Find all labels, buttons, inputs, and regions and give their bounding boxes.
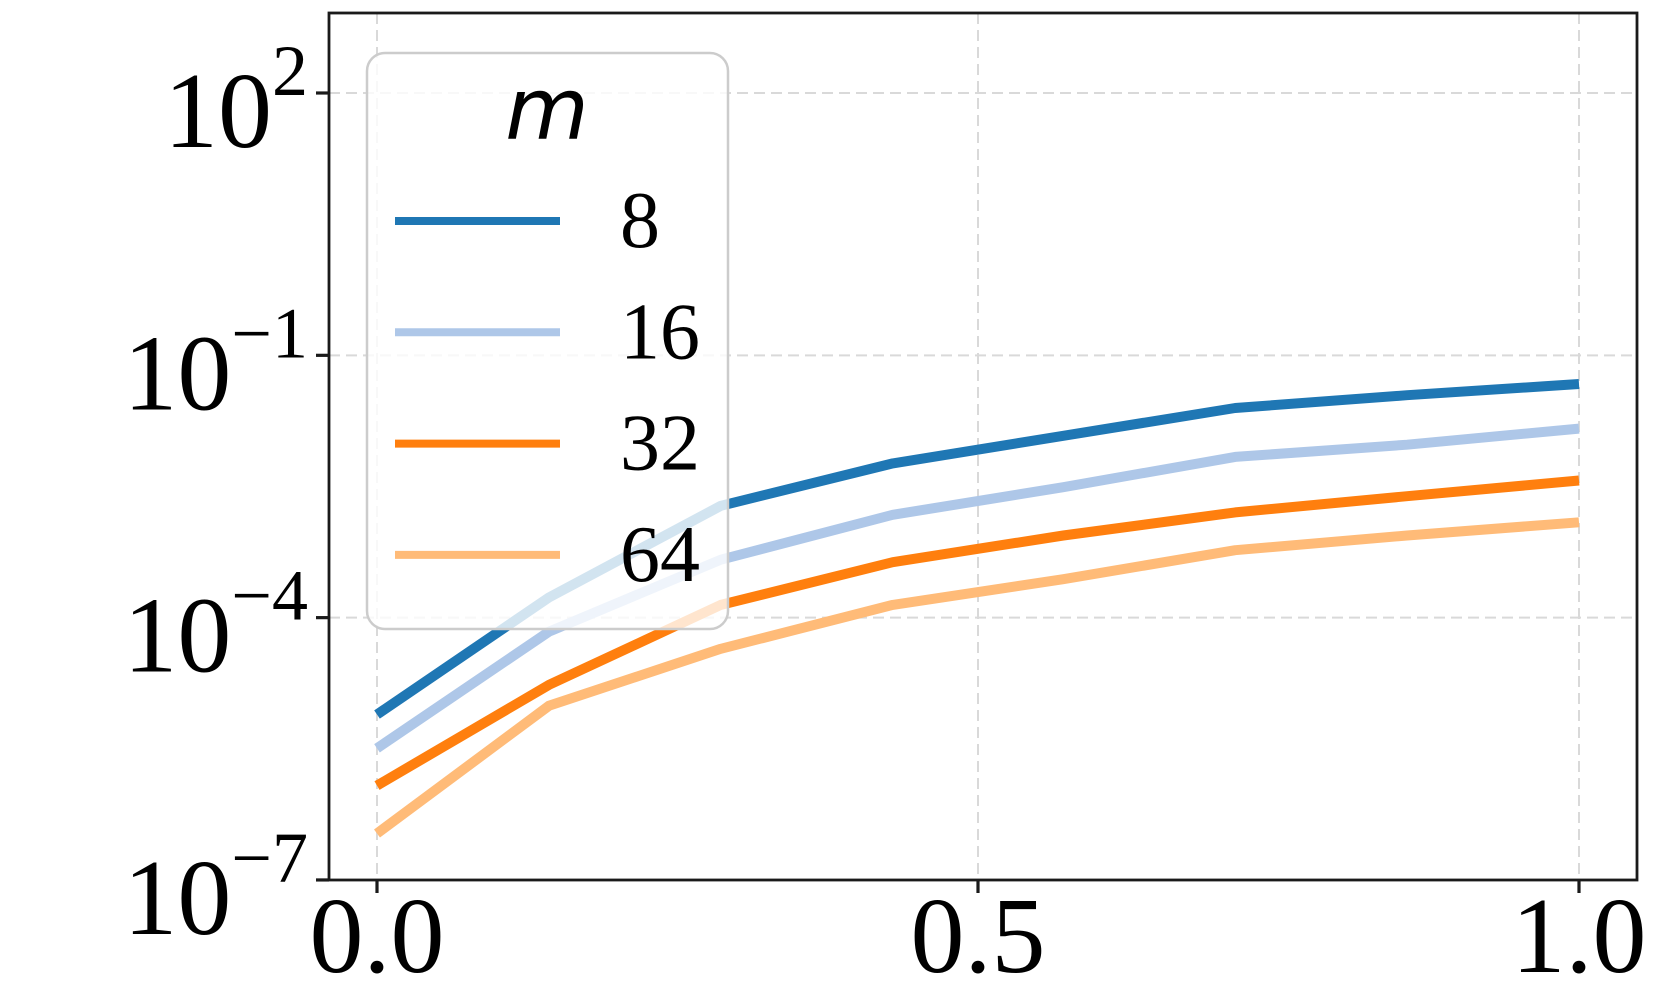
x-tick-label: 0.5 bbox=[911, 877, 1046, 996]
series-line-32 bbox=[374, 475, 1580, 790]
legend-box bbox=[365, 51, 730, 631]
tick-labels: 0.0 0.5 1.0 102 10−1 10−4 10−7 bbox=[123, 31, 1646, 996]
y-tick-label: 10−4 bbox=[123, 556, 308, 696]
legend-label-16: 16 bbox=[620, 288, 700, 376]
x-tick-label: 1.0 bbox=[1512, 877, 1647, 996]
y-tick-label: 102 bbox=[164, 31, 308, 171]
y-tick-label: 10−7 bbox=[123, 818, 308, 958]
x-tick-label: 0.0 bbox=[310, 877, 445, 996]
plot-spines bbox=[327, 11, 1639, 882]
legend-label-64: 64 bbox=[620, 511, 700, 599]
tick-marks bbox=[316, 91, 1581, 893]
y-tick-label: 10−1 bbox=[123, 293, 308, 433]
legend-label-32: 32 bbox=[620, 400, 700, 488]
legend-title: m bbox=[505, 60, 589, 160]
legend: m8 16 32 64 bbox=[365, 51, 730, 631]
legend-label-8: 8 bbox=[620, 177, 660, 265]
series-line-64 bbox=[374, 517, 1580, 838]
